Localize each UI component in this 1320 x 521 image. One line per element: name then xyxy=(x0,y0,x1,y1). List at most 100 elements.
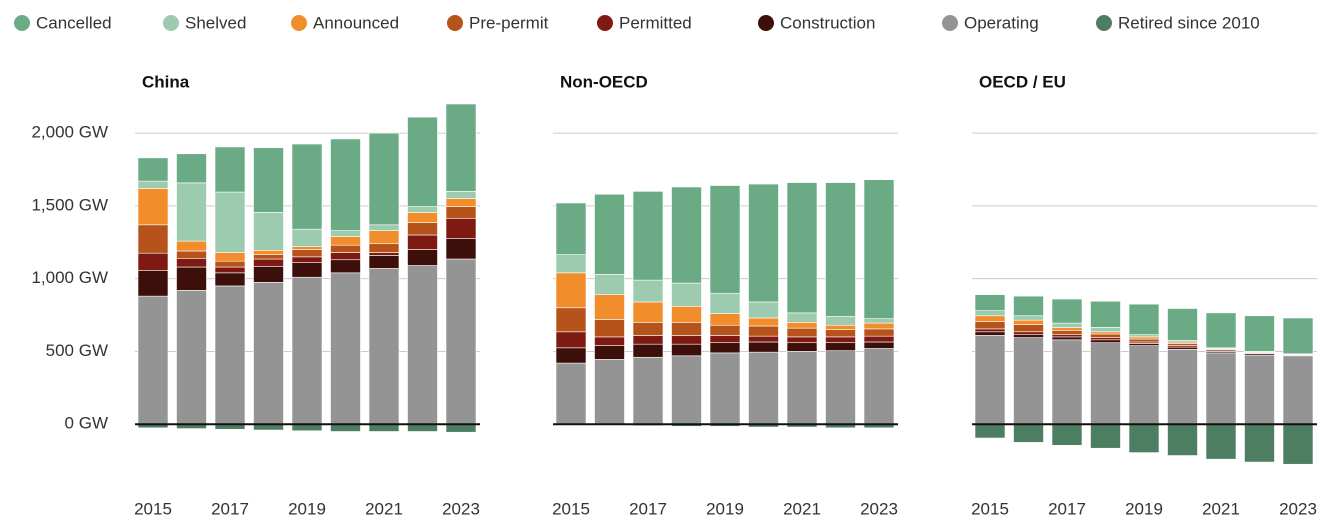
bar-segment xyxy=(291,256,323,263)
bar-segment xyxy=(748,351,779,425)
bar-segment xyxy=(1013,295,1044,317)
bar-segment xyxy=(407,206,438,213)
bar-segment xyxy=(863,328,895,337)
bar-segment xyxy=(1167,423,1198,456)
bar-segment xyxy=(407,234,438,250)
legend-label: Retired since 2010 xyxy=(1118,13,1260,32)
legend-swatch xyxy=(758,15,774,31)
bar-segment xyxy=(445,258,477,425)
bar-segment xyxy=(1128,336,1160,340)
panel-title: Non-OECD xyxy=(560,72,648,91)
bar-segment xyxy=(330,272,361,425)
bar-segment xyxy=(1090,423,1121,449)
legend-label: Construction xyxy=(780,13,875,32)
legend-swatch xyxy=(447,15,463,31)
bar-segment xyxy=(1051,298,1083,324)
bar-segment xyxy=(1205,352,1237,425)
bar-segment xyxy=(176,290,207,425)
bar-segment xyxy=(291,262,323,278)
bar-segment xyxy=(594,273,625,295)
bar-segment xyxy=(555,307,587,333)
bar-segment xyxy=(974,321,1006,330)
bar-segment xyxy=(709,313,741,326)
bar-segment xyxy=(594,319,625,338)
bar-segment xyxy=(1013,334,1044,338)
bar-segment xyxy=(137,157,169,182)
bar-segment xyxy=(176,250,207,259)
bar-segment xyxy=(330,244,361,253)
bar-segment xyxy=(748,335,779,343)
bar-segment xyxy=(594,359,625,425)
bar-segment xyxy=(632,191,664,281)
bar-segment xyxy=(555,347,587,364)
x-tick-label: 2023 xyxy=(442,499,480,518)
bar-segment xyxy=(632,335,664,345)
bar-segment xyxy=(253,147,284,213)
legend-label: Shelved xyxy=(185,13,246,32)
legend-label: Announced xyxy=(313,13,399,32)
bar-segment xyxy=(1013,331,1044,336)
bar-segment xyxy=(1051,423,1083,446)
bar-segment xyxy=(671,343,702,357)
bar-segment xyxy=(1013,324,1044,333)
bar-segment xyxy=(137,180,169,189)
bar-segment xyxy=(786,182,818,314)
bar-segment xyxy=(1128,423,1160,453)
bar-segment xyxy=(1167,348,1198,425)
bar-segment xyxy=(632,322,664,336)
bar-segment xyxy=(748,325,779,337)
bar-segment xyxy=(291,143,323,230)
legend-swatch xyxy=(1096,15,1112,31)
panel-title: OECD / EU xyxy=(979,72,1066,91)
bar-segment xyxy=(748,183,779,303)
y-tick-label: 2,000 GW xyxy=(31,123,108,142)
bar-segment xyxy=(176,257,207,268)
bar-segment xyxy=(974,335,1006,425)
y-tick-label: 1,000 GW xyxy=(31,268,108,287)
bar-segment xyxy=(709,352,741,425)
bar-segment xyxy=(1051,327,1083,331)
bar-segment xyxy=(407,249,438,266)
bar-segment xyxy=(368,224,400,231)
x-tick-label: 2021 xyxy=(365,499,403,518)
bar-segment xyxy=(671,335,702,345)
bar-segment xyxy=(445,423,477,433)
y-tick-label: 500 GW xyxy=(46,341,108,360)
bar-segment xyxy=(1090,333,1121,338)
x-tick-label: 2017 xyxy=(211,499,249,518)
bar-segment xyxy=(1051,330,1083,336)
bar-segment xyxy=(786,342,818,352)
bar-segment xyxy=(709,335,741,344)
bar-segment xyxy=(137,224,169,254)
bar-segment xyxy=(1051,334,1083,338)
bar-segment xyxy=(1128,334,1160,338)
bar-segment xyxy=(368,243,400,253)
bar-segment xyxy=(632,279,664,303)
bar-segment xyxy=(555,202,587,255)
bar-segment xyxy=(214,260,246,268)
bar-segment xyxy=(974,315,1006,322)
x-tick-label: 2017 xyxy=(1048,499,1086,518)
bar-segment xyxy=(445,198,477,207)
x-tick-label: 2019 xyxy=(288,499,326,518)
bar-segment xyxy=(330,423,361,432)
bar-segment xyxy=(671,355,702,425)
bar-segment xyxy=(786,336,818,344)
legend-label: Permitted xyxy=(619,13,692,32)
bar-segment xyxy=(368,252,400,256)
legend-swatch xyxy=(291,15,307,31)
legend-label: Pre-permit xyxy=(469,13,549,32)
bar-segment xyxy=(1013,337,1044,425)
bar-segment xyxy=(1051,322,1083,328)
bar-segment xyxy=(214,146,246,193)
bar-segment xyxy=(1051,339,1083,425)
bar-segment xyxy=(330,236,361,246)
bar-segment xyxy=(786,312,818,323)
bar-segment xyxy=(709,185,741,294)
bar-segment xyxy=(671,322,702,336)
bar-segment xyxy=(555,362,587,425)
bar-segment xyxy=(1128,338,1160,343)
x-tick-label: 2015 xyxy=(971,499,1009,518)
bar-segment xyxy=(1090,327,1121,333)
bar-segment xyxy=(974,310,1006,317)
